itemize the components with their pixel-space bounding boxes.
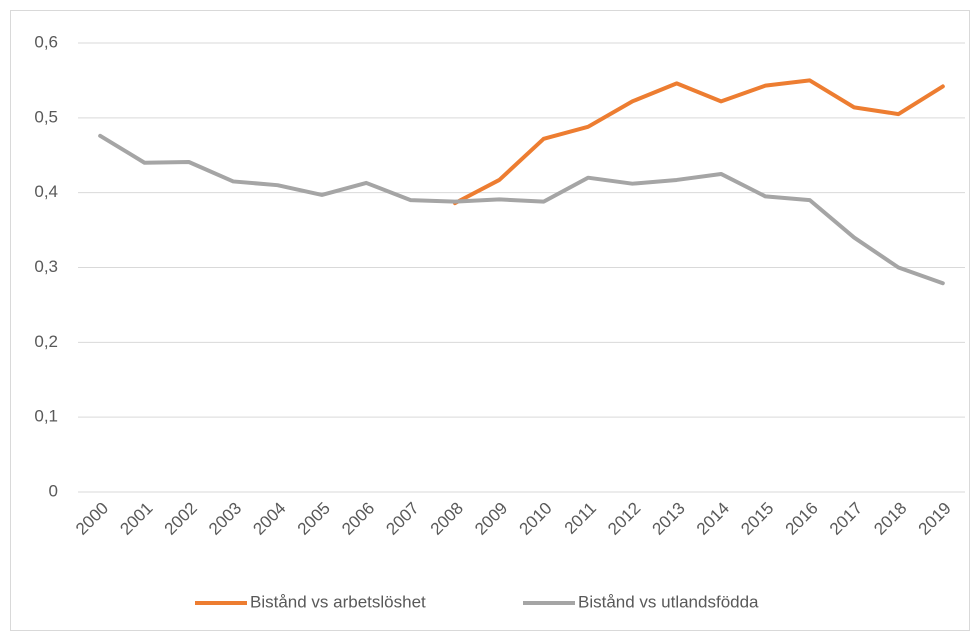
y-tick-label: 0,5 [34,107,58,126]
y-tick-label: 0,4 [34,182,58,201]
legend-label: Bistånd vs utlandsfödda [578,592,759,611]
y-tick-label: 0,2 [34,332,58,351]
series-line [452,78,945,206]
y-tick-label: 0,6 [34,32,58,51]
y-tick-label: 0,1 [34,407,58,426]
chart-frame [10,10,970,631]
y-tick-label: 0 [49,481,58,500]
series-line [98,133,945,286]
y-tick-label: 0,3 [34,257,58,276]
legend-label: Bistånd vs arbetslöshet [250,592,426,611]
